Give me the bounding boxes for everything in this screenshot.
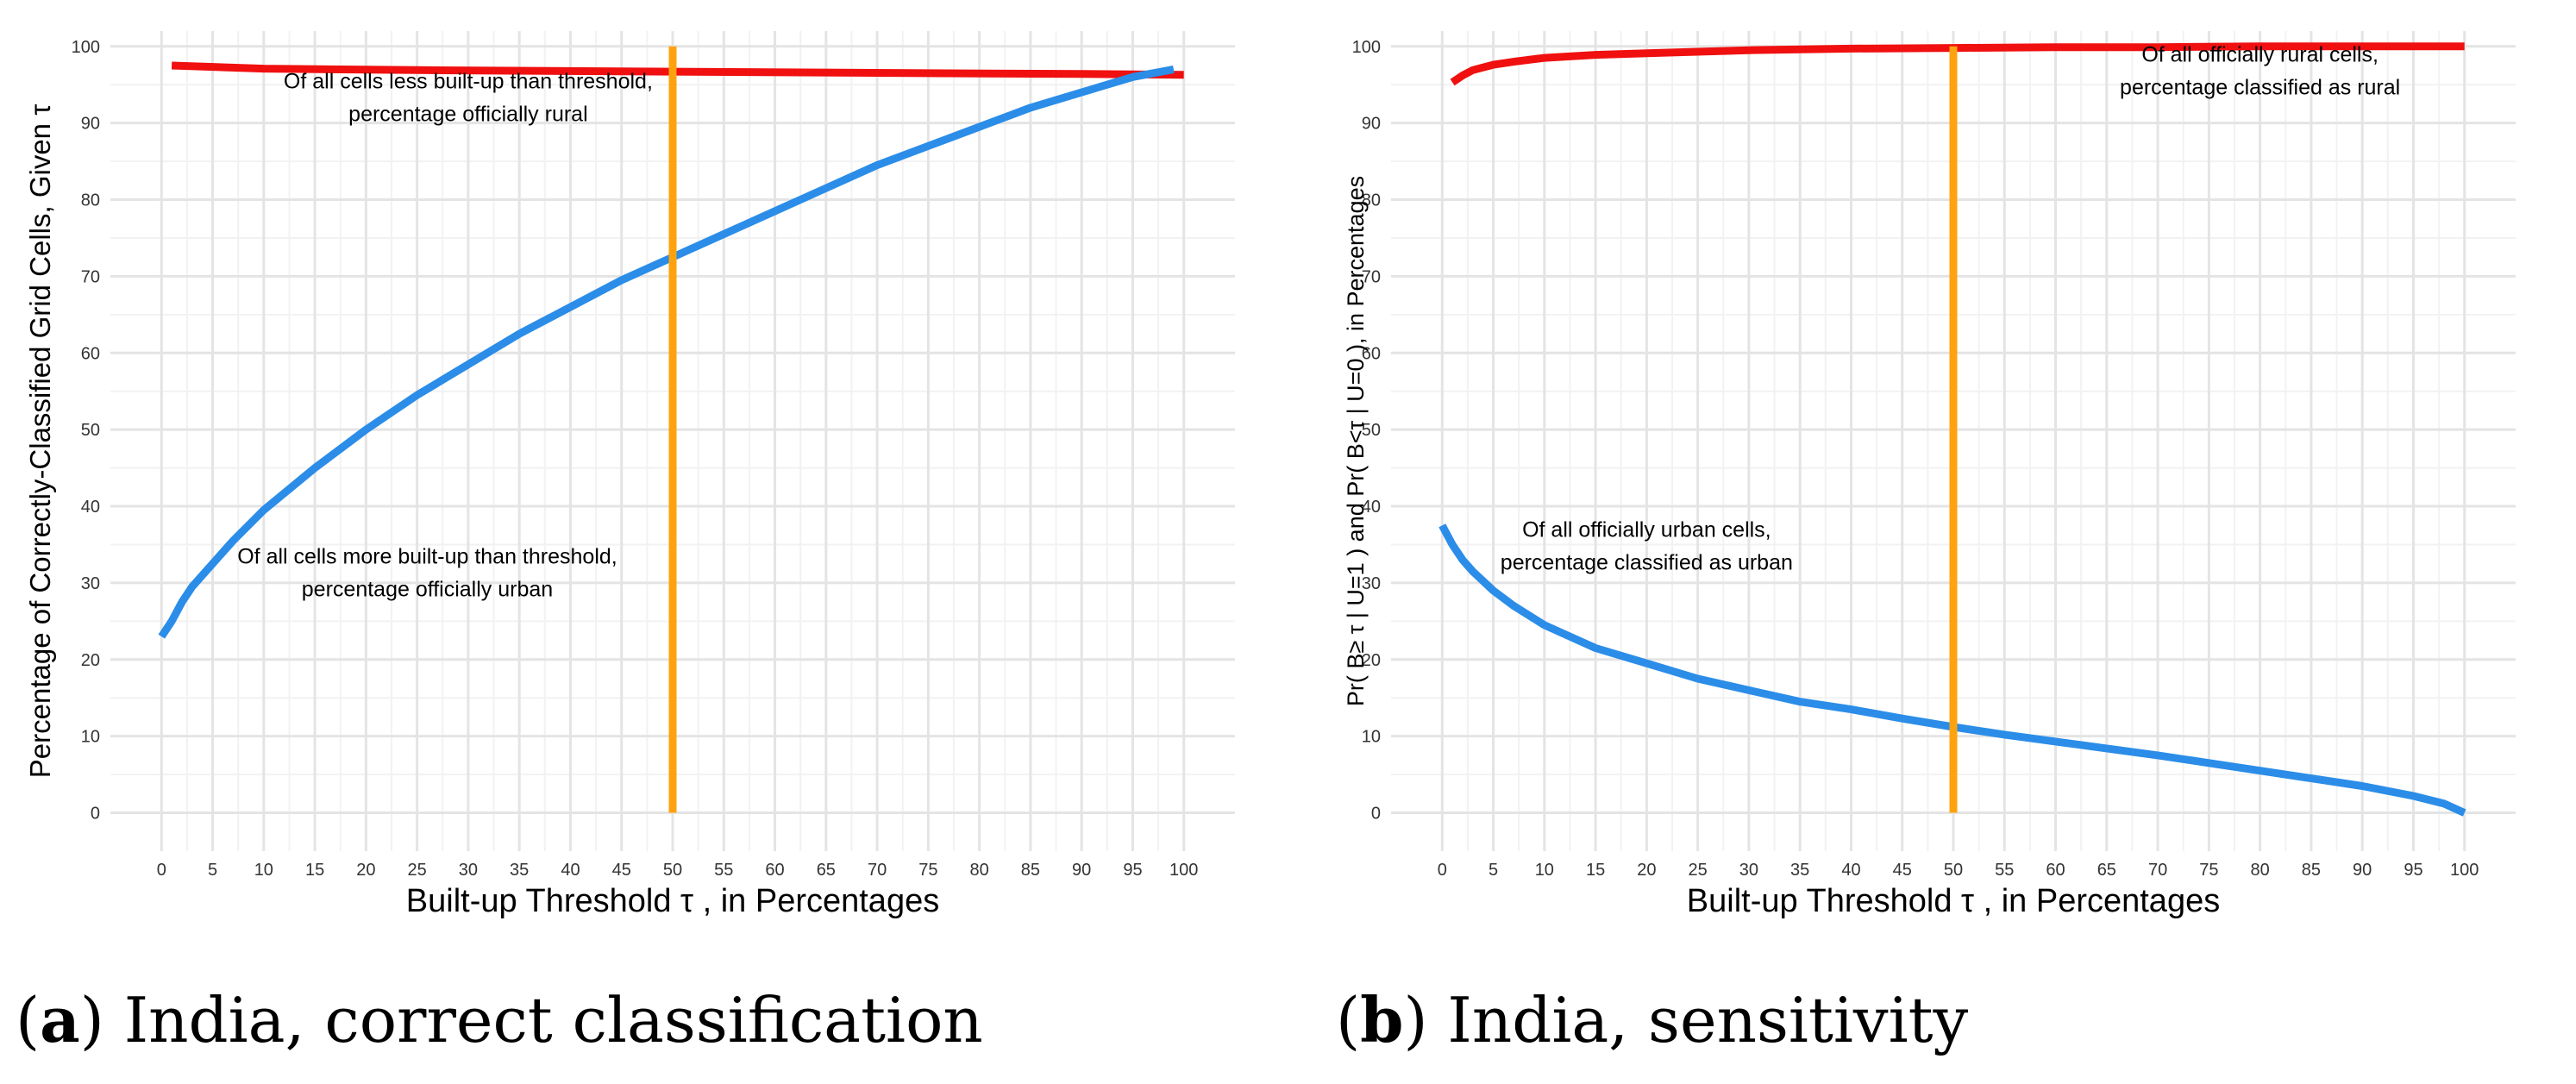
- annotation-text: percentage officially urban: [302, 578, 553, 602]
- annotation-text: Of all officially rural cells,: [2141, 43, 2379, 67]
- x-tick-label: 55: [714, 861, 733, 880]
- x-tick-label: 85: [2302, 861, 2321, 880]
- x-tick-label: 65: [2097, 861, 2116, 880]
- x-tick-label: 50: [1944, 861, 1963, 880]
- x-tick-label: 90: [1072, 861, 1091, 880]
- series-line-urban: [158, 65, 1175, 639]
- x-tick-label: 70: [2148, 861, 2167, 880]
- y-tick-label: 10: [1362, 728, 1381, 747]
- x-axis-label: Built-up Threshold τ , in Percentages: [1687, 883, 2220, 919]
- chart-a: 0 10 20 30 40 50 60 70 80 90 100 0 5 10 15 20 25 30 35 40 45…: [24, 31, 1235, 919]
- y-tick-label: 60: [81, 344, 100, 363]
- x-tick-label: 95: [1123, 861, 1142, 880]
- x-tick-label: 35: [510, 861, 529, 880]
- x-tick-label: 90: [2353, 861, 2372, 880]
- series-line-rural: [1450, 42, 2465, 86]
- x-tick-label: 25: [1689, 861, 1708, 880]
- caption-b: (b) India, sensitivity: [1336, 983, 1969, 1056]
- x-tick-label: 10: [254, 861, 273, 880]
- caption-b-text: India, sensitivity: [1447, 984, 1969, 1056]
- panel-a: 0 10 20 30 40 50 60 70 80 90 100 0 5 10 15 20 25 30 35 40 45…: [16, 31, 1235, 1056]
- x-tick-label: 80: [2251, 861, 2270, 880]
- y-tick-label: 70: [1362, 267, 1381, 286]
- x-tick-label: 10: [1535, 861, 1554, 880]
- x-tick-label: 60: [2046, 861, 2065, 880]
- y-tick-label: 50: [81, 421, 100, 440]
- x-axis-label: Built-up Threshold τ , in Percentages: [406, 883, 939, 919]
- y-tick-label: 30: [1362, 574, 1381, 593]
- y-tick-label: 20: [81, 651, 100, 670]
- x-tick-label: 30: [459, 861, 478, 880]
- y-tick-label: 20: [1362, 651, 1381, 670]
- x-tick-label: 5: [208, 861, 217, 880]
- x-tick-label: 15: [1586, 861, 1605, 880]
- x-tick-label: 50: [663, 861, 682, 880]
- annotation-text: Of all officially urban cells,: [1522, 518, 1771, 542]
- x-tick-label: 75: [2199, 861, 2218, 880]
- x-tick-label: 5: [1489, 861, 1498, 880]
- x-tick-label: 45: [1893, 861, 1912, 880]
- x-tick-label: 20: [356, 861, 375, 880]
- y-tick-label: 40: [81, 498, 100, 517]
- x-tick-label: 55: [1995, 861, 2014, 880]
- x-tick-label: 25: [408, 861, 427, 880]
- y-tick-label: 60: [1362, 344, 1381, 363]
- caption-a-text: India, correct classification: [123, 984, 983, 1056]
- x-tick-label: 100: [2450, 861, 2479, 880]
- panel-b: 0 10 20 30 40 50 60 70 80 90 100 0 5 10 15 20 25 30 35 40 45…: [1288, 0, 2576, 1084]
- y-tick-label: 90: [1362, 115, 1381, 134]
- chart-b: 0 10 20 30 40 50 60 70 80 90 100 0 5 10 15 20 25 30 35 40 45…: [1343, 31, 2516, 919]
- y-tick-label: 0: [91, 805, 100, 824]
- caption-a-letter: a: [40, 983, 80, 1056]
- x-tick-label: 15: [305, 861, 324, 880]
- x-tick-label: 65: [817, 861, 836, 880]
- caption-a: (a) India, correct classification: [16, 983, 983, 1056]
- x-tick-label: 95: [2404, 861, 2422, 880]
- y-tick-label: 0: [1371, 805, 1381, 824]
- y-tick-label: 40: [1362, 498, 1381, 517]
- x-tick-label: 100: [1169, 861, 1198, 880]
- y-axis-label: Percentage of Correctly-Classified Grid …: [24, 104, 56, 778]
- x-tick-label: 45: [612, 861, 631, 880]
- y-tick-label: 100: [72, 38, 100, 57]
- y-tick-label: 50: [1362, 421, 1381, 440]
- annotation-text: percentage classified as urban: [1501, 551, 1793, 575]
- annotation-text: Of all cells more built-up than threshol…: [237, 545, 617, 569]
- x-tick-label: 35: [1790, 861, 1809, 880]
- annotation-text: Of all cells less built-up than threshol…: [284, 70, 653, 94]
- y-tick-label: 100: [1352, 38, 1381, 57]
- x-tick-label: 70: [868, 861, 887, 880]
- y-tick-label: 80: [1362, 191, 1381, 210]
- y-tick-label: 80: [81, 191, 100, 210]
- x-tick-label: 0: [157, 861, 166, 880]
- x-tick-label: 40: [561, 861, 580, 880]
- annotation-text: percentage classified as rural: [2120, 76, 2400, 100]
- annotation-text: percentage officially rural: [348, 103, 587, 127]
- y-tick-label: 90: [81, 115, 100, 134]
- x-tick-label: 40: [1841, 861, 1860, 880]
- y-axis-label: Pr( B≥ τ | U=1 ) and Pr( B<τ | U=0 ), in…: [1343, 176, 1369, 706]
- x-tick-label: 80: [970, 861, 989, 880]
- y-tick-label: 10: [81, 728, 100, 747]
- x-tick-label: 60: [765, 861, 784, 880]
- caption-b-letter: b: [1360, 983, 1404, 1056]
- x-tick-label: 75: [918, 861, 937, 880]
- series-line-urban: [1438, 523, 2466, 817]
- grid: [110, 31, 1235, 851]
- x-tick-label: 0: [1438, 861, 1447, 880]
- y-tick-label: 70: [81, 267, 100, 286]
- x-tick-label: 30: [1739, 861, 1758, 880]
- x-tick-label: 20: [1637, 861, 1656, 880]
- x-tick-label: 85: [1021, 861, 1040, 880]
- y-tick-label: 30: [81, 574, 100, 593]
